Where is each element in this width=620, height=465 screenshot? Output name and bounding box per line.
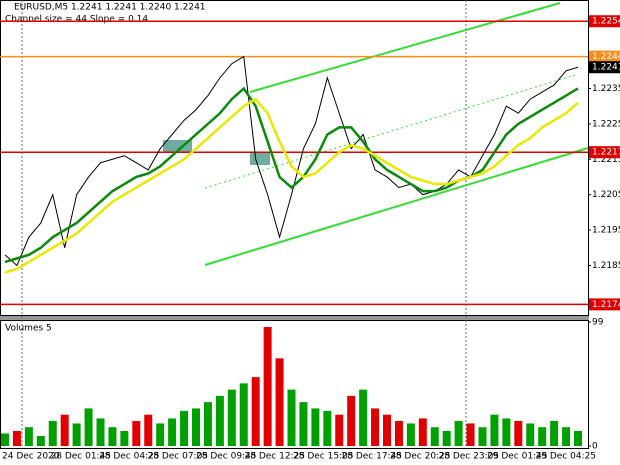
volume-bar <box>215 395 224 446</box>
x-tick-label: 28 Dec 04:25 <box>99 452 160 462</box>
volume-bar <box>168 418 177 446</box>
chart-title: EURUSD,M5 1.2241 1.2241 1.2240 1.2241 <box>14 3 206 13</box>
volume-bar <box>478 427 487 446</box>
y-tick-label: 1.2205 <box>592 190 620 200</box>
x-tick-label: 28 Dec 12:25 <box>245 452 306 462</box>
volume-bar <box>96 418 105 446</box>
volume-title: Volumes 5 <box>5 324 52 334</box>
volume-bar <box>1 433 9 446</box>
price-frame <box>0 0 589 316</box>
volume-bar <box>48 420 57 446</box>
volume-bar <box>502 418 511 446</box>
volume-bar <box>275 358 284 446</box>
y-tick-label: 1.2235 <box>592 84 620 94</box>
x-tick-label: 28 Dec 20:25 <box>390 452 451 462</box>
level-label: 1.2174 <box>592 300 620 310</box>
price-label-box <box>589 61 620 74</box>
price-line <box>4 55 579 267</box>
volume-bar <box>84 408 93 446</box>
volume-bar <box>550 420 559 446</box>
x-tick-label: 29 Dec 01:45 <box>487 452 548 462</box>
volume-bar <box>227 389 236 446</box>
volume-bar <box>514 420 523 446</box>
volume-bar <box>371 408 380 446</box>
volume-bar <box>490 414 499 446</box>
level-label: 1.2244 <box>592 52 620 62</box>
volume-bar <box>323 410 332 446</box>
volume-bar <box>418 418 427 446</box>
volume-bar <box>72 423 81 446</box>
volume-bar <box>24 427 33 446</box>
volume-bar <box>311 408 320 446</box>
volume-frame <box>0 320 589 449</box>
volume-bar <box>574 430 582 446</box>
volume-bar <box>538 427 547 446</box>
volume-bar <box>60 414 69 446</box>
volume-bar <box>263 327 272 446</box>
moving-average <box>4 86 579 264</box>
volume-bar <box>239 383 248 446</box>
volume-bar <box>36 435 45 446</box>
panel-separator <box>0 316 589 320</box>
volume-bar <box>335 414 344 446</box>
volume-bar <box>394 420 403 446</box>
volume-bar <box>347 395 356 446</box>
channel-line <box>249 2 561 93</box>
volume-bar <box>562 427 571 446</box>
level-label: 1.2254 <box>592 17 620 27</box>
volume-bar <box>359 389 368 446</box>
volume-bar <box>203 402 212 446</box>
volume-bar <box>108 427 117 446</box>
level-label: 1.2217 <box>592 148 620 158</box>
y-tick-label: 0 <box>592 442 598 452</box>
volume-bar <box>156 423 165 446</box>
volume-bar <box>466 423 475 446</box>
x-tick-label: 28 Dec 15:05 <box>293 452 354 462</box>
volume-bar <box>406 423 415 446</box>
x-tick-label: 28 Dec 07:05 <box>148 452 209 462</box>
y-tick-label: 1.2195 <box>592 226 620 236</box>
volume-bar <box>430 427 439 446</box>
x-tick-label: 28 Dec 17:45 <box>342 452 403 462</box>
volume-bar <box>192 408 200 446</box>
volume-bar <box>383 414 391 446</box>
highlight-zone <box>250 153 270 165</box>
x-tick-label: 29 Dec 04:25 <box>536 452 597 462</box>
price-label: 1.2241 <box>592 63 620 73</box>
moving-average <box>4 97 579 274</box>
x-tick-label: 28 Dec 01:45 <box>51 452 112 462</box>
volume-bar <box>144 414 153 446</box>
volume-bar <box>180 410 189 446</box>
level-label-box <box>589 146 620 159</box>
y-tick-label: 1.2225 <box>592 119 620 129</box>
level-label-box <box>589 50 620 63</box>
volume-bar <box>287 389 296 446</box>
level-label-box <box>589 15 620 28</box>
volume-bar <box>12 430 21 446</box>
y-tick-label: 99 <box>592 318 604 328</box>
level-label-box <box>589 298 620 311</box>
y-tick-label: 1.2185 <box>592 261 620 271</box>
x-tick-label: 28 Dec 09:45 <box>196 452 257 462</box>
volume-bar <box>120 430 129 446</box>
volume-bar <box>299 402 308 446</box>
channel-line <box>204 147 589 266</box>
chart-subtitle: Channel size = 44 Slope = 0.14 <box>5 15 148 25</box>
x-tick-label: 24 Dec 2020 <box>2 452 60 462</box>
y-tick-label: 1.2215 <box>592 155 620 165</box>
volume-bar <box>251 377 260 446</box>
volume-bar <box>132 420 141 446</box>
volume-bar <box>526 423 535 446</box>
volume-bar <box>442 430 451 446</box>
volume-bar <box>454 420 463 446</box>
x-tick-label: 28 Dec 23:05 <box>439 452 500 462</box>
